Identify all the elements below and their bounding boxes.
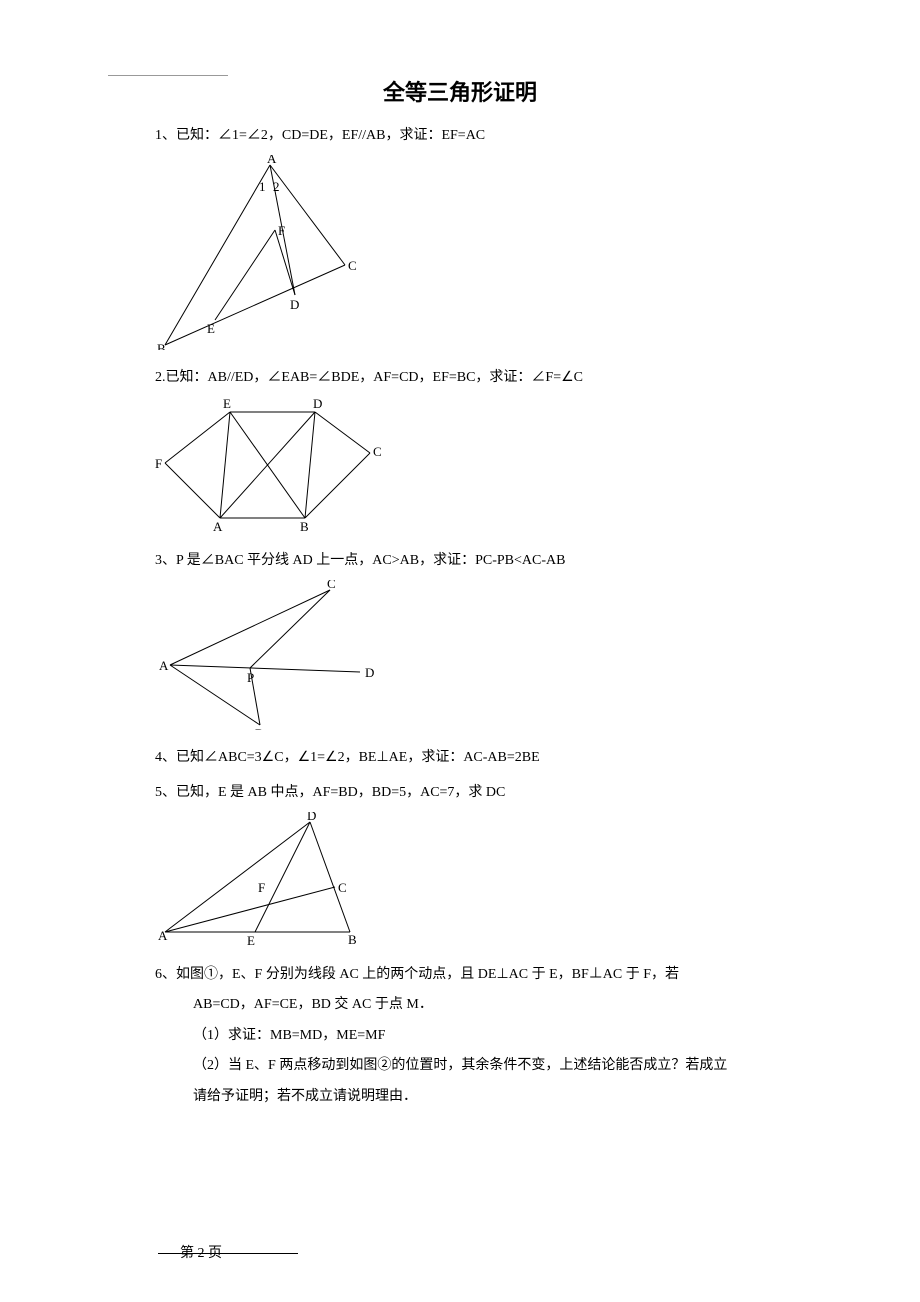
label-D: D bbox=[307, 812, 316, 823]
footer-separator bbox=[158, 1253, 298, 1254]
problem-1: 1、已知：∠1=∠2，CD=DE，EF//AB，求证：EF=AC A B C D… bbox=[155, 125, 820, 355]
angle-2: 2 bbox=[273, 179, 280, 194]
label-F: F bbox=[278, 223, 285, 238]
problem-6-sub2: （2）当 E、F 两点移动到如图②的位置时，其余条件不变，上述结论能否成立？若成… bbox=[193, 1055, 820, 1077]
page-title: 全等三角形证明 bbox=[100, 75, 820, 107]
label-E: E bbox=[207, 321, 215, 336]
diagram-3-svg: A C D B P bbox=[155, 580, 385, 730]
problem-5-diagram: A B D C E F bbox=[155, 812, 820, 952]
problem-5: 5、已知，E 是 AB 中点，AF=BD，BD=5，AC=7，求 DC A B … bbox=[155, 782, 820, 952]
label-D: D bbox=[313, 398, 322, 411]
label-C: C bbox=[373, 444, 382, 459]
footer-page: 第 2 页 bbox=[180, 1242, 222, 1262]
problem-3: 3、P 是∠BAC 平分线 AD 上一点，AC>AB，求证：PC-PB<AC-A… bbox=[155, 550, 820, 735]
problem-6-line2: AB=CD，AF=CE，BD 交 AC 于点 M． bbox=[193, 994, 820, 1016]
label-D: D bbox=[290, 297, 299, 312]
label-F: F bbox=[155, 456, 162, 471]
label-F: F bbox=[258, 880, 265, 895]
top-separator bbox=[108, 75, 228, 76]
diagram-2-svg: E D F C A B bbox=[155, 398, 390, 533]
problem-4: 4、已知∠ABC=3∠C，∠1=∠2，BE⊥AE，求证：AC-AB=2BE bbox=[155, 747, 820, 769]
label-B: B bbox=[157, 341, 166, 350]
label-A: A bbox=[158, 928, 168, 943]
angle-1: 1 bbox=[259, 179, 266, 194]
problem-6-intro: 6、如图①，E、F 分别为线段 AC 上的两个动点，且 DE⊥AC 于 E，BF… bbox=[155, 964, 820, 986]
label-B: B bbox=[300, 519, 309, 533]
problem-3-diagram: A C D B P bbox=[155, 580, 820, 735]
label-C: C bbox=[327, 580, 336, 591]
problem-2-diagram: E D F C A B bbox=[155, 398, 820, 538]
label-A: A bbox=[213, 519, 223, 533]
label-E: E bbox=[223, 398, 231, 411]
label-C: C bbox=[348, 258, 357, 273]
problem-1-text: 1、已知：∠1=∠2，CD=DE，EF//AB，求证：EF=AC bbox=[155, 125, 820, 147]
label-P: P bbox=[247, 670, 254, 685]
label-C: C bbox=[338, 880, 347, 895]
diagram-5-svg: A B D C E F bbox=[155, 812, 370, 947]
label-A: A bbox=[267, 155, 277, 166]
problem-2: 2.已知：AB//ED，∠EAB=∠BDE，AF=CD，EF=BC，求证：∠F=… bbox=[155, 367, 820, 537]
label-D: D bbox=[365, 665, 374, 680]
label-A: A bbox=[159, 658, 169, 673]
problem-6-sub3: 请给予证明；若不成立请说明理由． bbox=[193, 1086, 820, 1108]
label-B: B bbox=[255, 726, 264, 730]
problem-6: 6、如图①，E、F 分别为线段 AC 上的两个动点，且 DE⊥AC 于 E，BF… bbox=[155, 964, 820, 1108]
problem-3-text: 3、P 是∠BAC 平分线 AD 上一点，AC>AB，求证：PC-PB<AC-A… bbox=[155, 550, 820, 572]
label-B: B bbox=[348, 932, 357, 947]
problem-6-sub1: （1）求证：MB=MD，ME=MF bbox=[193, 1025, 820, 1047]
label-E: E bbox=[247, 933, 255, 947]
problem-5-text: 5、已知，E 是 AB 中点，AF=BD，BD=5，AC=7，求 DC bbox=[155, 782, 820, 804]
diagram-1-svg: A B C D E F 1 2 bbox=[155, 155, 365, 350]
problem-4-text: 4、已知∠ABC=3∠C，∠1=∠2，BE⊥AE，求证：AC-AB=2BE bbox=[155, 747, 820, 769]
problem-2-text: 2.已知：AB//ED，∠EAB=∠BDE，AF=CD，EF=BC，求证：∠F=… bbox=[155, 367, 820, 389]
problem-1-diagram: A B C D E F 1 2 bbox=[155, 155, 820, 355]
